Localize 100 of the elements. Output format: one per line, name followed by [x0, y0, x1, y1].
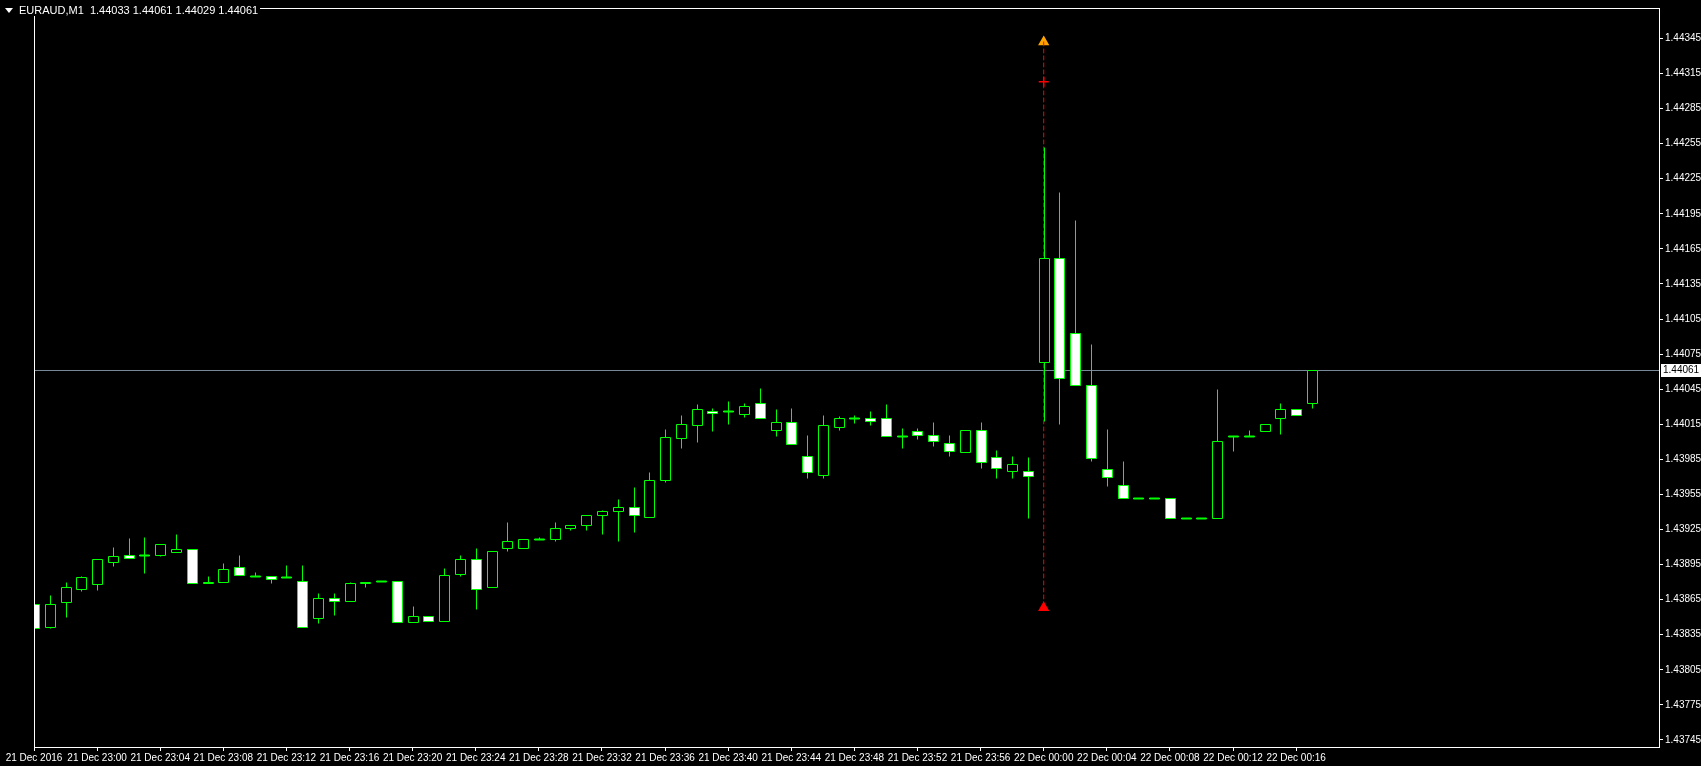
- x-tick-label: 22 Dec 00:04: [1077, 751, 1137, 763]
- y-tick-label: 1.44255: [1665, 137, 1701, 149]
- x-tick-label: 21 Dec 23:24: [446, 751, 506, 763]
- candlestick: [1149, 497, 1160, 500]
- candlestick: [518, 539, 529, 549]
- y-tick-label: 1.44225: [1665, 172, 1701, 184]
- y-tick-label: 1.44315: [1665, 67, 1701, 79]
- x-tick-label: 22 Dec 00:12: [1203, 751, 1264, 763]
- candlestick: [550, 522, 561, 542]
- candlestick: [629, 487, 640, 533]
- y-tick-label: 1.44165: [1665, 242, 1701, 254]
- candlestick: [203, 576, 214, 584]
- x-tick-label: 21 Dec 23:20: [382, 751, 443, 763]
- y-tick-label: 1.44345: [1665, 32, 1701, 44]
- candlestick: [1196, 517, 1207, 520]
- candlestick: [392, 581, 403, 623]
- candlestick: [313, 593, 324, 624]
- candlestick: [897, 428, 908, 449]
- candlestick: [187, 549, 198, 584]
- candlestick: [1007, 456, 1018, 479]
- candlestick: [912, 428, 923, 440]
- candlestick: [439, 568, 450, 622]
- candlestick: [944, 435, 955, 457]
- candlestick: [834, 416, 845, 431]
- candlestick: [502, 522, 513, 552]
- candlestick: [76, 576, 87, 592]
- candlestick: [376, 580, 387, 583]
- candlestick: [218, 563, 229, 583]
- y-tick-label: 1.43865: [1665, 593, 1701, 605]
- y-tick-label: 1.43835: [1665, 628, 1701, 640]
- candlestick: [1133, 497, 1144, 500]
- candlestick: [1023, 457, 1034, 519]
- ref-line-label: 1.44061: [1663, 364, 1700, 376]
- candlestick: [928, 422, 939, 447]
- candlestick: [108, 547, 119, 567]
- x-tick-label: 22 Dec 00:00: [1013, 751, 1074, 763]
- candlestick: [266, 576, 277, 584]
- candlestick: [1307, 370, 1318, 409]
- candlestick: [92, 559, 103, 591]
- x-tick-label: 21 Dec 23:52: [887, 751, 948, 763]
- chart-title: EURAUD,M1 1.44033 1.44061 1.44029 1.44061: [17, 4, 261, 16]
- y-tick-label: 1.43895: [1665, 558, 1701, 570]
- candlestick: [1070, 220, 1081, 386]
- x-tick-label: 21 Dec 23:40: [698, 751, 759, 763]
- y-tick-label: 1.43985: [1665, 453, 1701, 465]
- candlestick: [1086, 344, 1097, 462]
- x-tick-label: 22 Dec 00:08: [1140, 751, 1201, 763]
- candlestick: [1260, 424, 1271, 432]
- candlestick: [250, 572, 261, 578]
- candlestick: [1212, 389, 1223, 519]
- y-tick-label: 1.44045: [1665, 382, 1701, 394]
- candlestick: [1228, 435, 1239, 452]
- candlestick: [707, 408, 718, 432]
- candlestick: [155, 544, 166, 557]
- candlestick: [61, 582, 72, 618]
- candlestick: [786, 408, 797, 445]
- x-tick-label: 21 Dec 23:00: [67, 751, 128, 763]
- candlestick: [1165, 498, 1176, 519]
- candlestick: [660, 429, 671, 483]
- candlestick: [739, 403, 750, 418]
- y-tick-label: 1.44015: [1665, 418, 1701, 430]
- candlestick: [281, 565, 292, 579]
- candlestick: [865, 411, 876, 426]
- candlestick: [487, 551, 498, 588]
- candlestick: [976, 422, 987, 469]
- candlestick: [1181, 517, 1192, 520]
- x-tick-label: 21 Dec 23:04: [130, 751, 191, 763]
- x-tick-label: 21 Dec 23:12: [256, 751, 317, 763]
- candlestick: [360, 582, 371, 588]
- y-tick-label: 1.44105: [1665, 312, 1701, 324]
- candlestick: [1291, 409, 1302, 416]
- candlestick: [755, 388, 766, 419]
- y-tick-label: 1.43955: [1665, 488, 1701, 500]
- x-tick-label: 22 Dec 00:16: [1266, 751, 1327, 763]
- candlestick: [234, 555, 245, 576]
- x-tick-label: 21 Dec 23:08: [193, 751, 254, 763]
- x-tick-label: 21 Dec 23:56: [950, 751, 1011, 763]
- candlestick: [692, 404, 703, 443]
- y-tick-label: 1.44195: [1665, 207, 1701, 219]
- candlestick: [581, 515, 592, 531]
- candlestick: [45, 595, 56, 629]
- candlestick: [534, 537, 545, 541]
- x-tick-label: 21 Dec 23:28: [509, 751, 570, 763]
- candlestick: [960, 430, 971, 453]
- x-tick-label: 21 Dec 23:16: [319, 751, 380, 763]
- x-tick-label: 21 Dec 23:44: [761, 751, 822, 763]
- candlestick: [423, 616, 434, 622]
- y-tick-label: 1.44135: [1665, 277, 1701, 289]
- candlestick: [1118, 461, 1129, 499]
- candlestick: [991, 450, 1002, 479]
- candlestick: [345, 582, 356, 602]
- candlestick: [676, 415, 687, 449]
- candlestick: [771, 409, 782, 437]
- y-tick-label: 1.43775: [1665, 698, 1701, 710]
- candlestick: [597, 510, 608, 535]
- x-tick-label: 21 Dec 23:32: [572, 751, 633, 763]
- candlestick: [723, 401, 734, 425]
- x-tick-label: 21 Dec 23:36: [635, 751, 696, 763]
- candlestick: [613, 499, 624, 542]
- candlestick: [139, 537, 150, 574]
